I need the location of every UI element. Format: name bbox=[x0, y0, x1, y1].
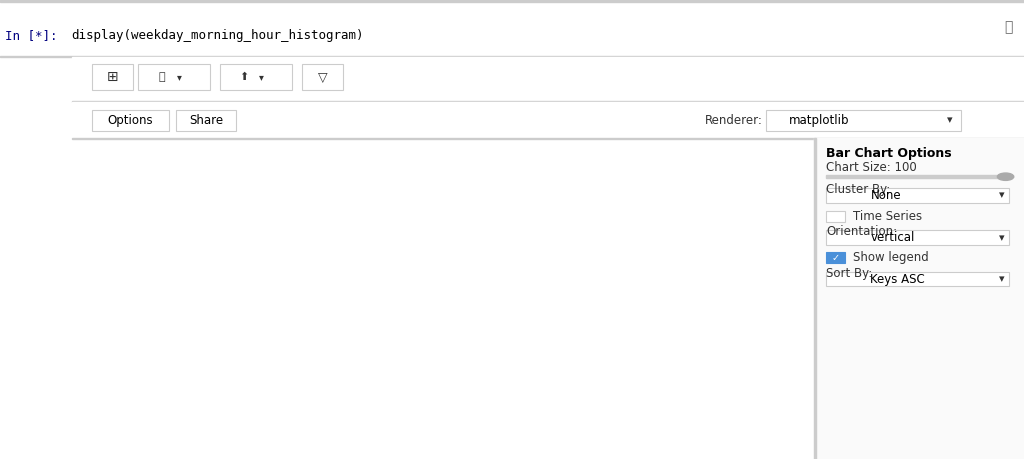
Text: vertical: vertical bbox=[870, 231, 914, 244]
Text: ▾: ▾ bbox=[177, 72, 181, 82]
Legend: count(1): count(1) bbox=[386, 24, 484, 47]
Text: ▽: ▽ bbox=[317, 71, 328, 84]
Text: Chart Size: 100: Chart Size: 100 bbox=[826, 161, 918, 174]
Text: ▾: ▾ bbox=[998, 274, 1005, 284]
Text: Orientation:: Orientation: bbox=[826, 225, 897, 238]
Text: matplotlib: matplotlib bbox=[788, 114, 850, 127]
Text: Bar Chart Options: Bar Chart Options bbox=[826, 147, 952, 160]
Text: ▾: ▾ bbox=[998, 233, 1005, 243]
Bar bbox=[159, 295, 269, 330]
Text: 📈: 📈 bbox=[159, 72, 165, 82]
Text: Renderer:: Renderer: bbox=[705, 114, 763, 127]
Text: Keys ASC: Keys ASC bbox=[870, 273, 925, 285]
Text: ▾: ▾ bbox=[259, 72, 263, 82]
X-axis label: hour(CAST(tpep_dropoff_datetime AS TIMESTAMP)): hour(CAST(tpep_dropoff_datetime AS TIMES… bbox=[275, 359, 595, 372]
Text: ⤢: ⤢ bbox=[1005, 21, 1013, 34]
Text: Time Series: Time Series bbox=[853, 210, 923, 223]
Text: ▾: ▾ bbox=[947, 115, 953, 125]
Bar bbox=[601, 64, 712, 330]
Text: ▾: ▾ bbox=[998, 190, 1005, 201]
Text: Show legend: Show legend bbox=[853, 251, 929, 264]
Text: ⬆: ⬆ bbox=[239, 72, 249, 82]
Text: ✓: ✓ bbox=[831, 253, 840, 263]
Text: Share: Share bbox=[188, 114, 223, 127]
Text: Cluster By:: Cluster By: bbox=[826, 183, 891, 196]
Text: None: None bbox=[870, 189, 901, 202]
Text: Sort By:: Sort By: bbox=[826, 267, 872, 280]
Text: ⊞: ⊞ bbox=[106, 70, 119, 84]
Bar bbox=[380, 320, 490, 330]
Text: Options: Options bbox=[108, 114, 154, 127]
Text: In [*]:: In [*]: bbox=[5, 29, 57, 42]
Text: display(weekday_morning_hour_histogram): display(weekday_morning_hour_histogram) bbox=[72, 29, 365, 42]
